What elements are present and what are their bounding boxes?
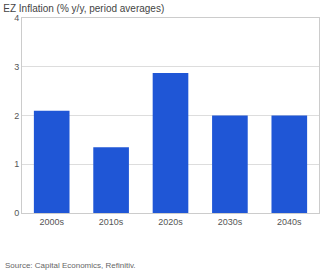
svg-text:4: 4 [14,13,19,23]
svg-text:0: 0 [14,208,19,218]
svg-text:3: 3 [14,62,19,72]
svg-text:1: 1 [14,159,19,169]
svg-text:2010s: 2010s [99,217,124,227]
svg-text:2020s: 2020s [158,217,183,227]
svg-text:Source: Capital Economics, Ref: Source: Capital Economics, Refinitiv. [5,261,136,270]
svg-text:2030s: 2030s [218,217,243,227]
svg-text:2: 2 [14,111,19,121]
svg-text:2000s: 2000s [39,217,64,227]
svg-text:2040s: 2040s [277,217,302,227]
svg-text:EZ Inflation (% y/y, period av: EZ Inflation (% y/y, period averages) [3,3,164,14]
